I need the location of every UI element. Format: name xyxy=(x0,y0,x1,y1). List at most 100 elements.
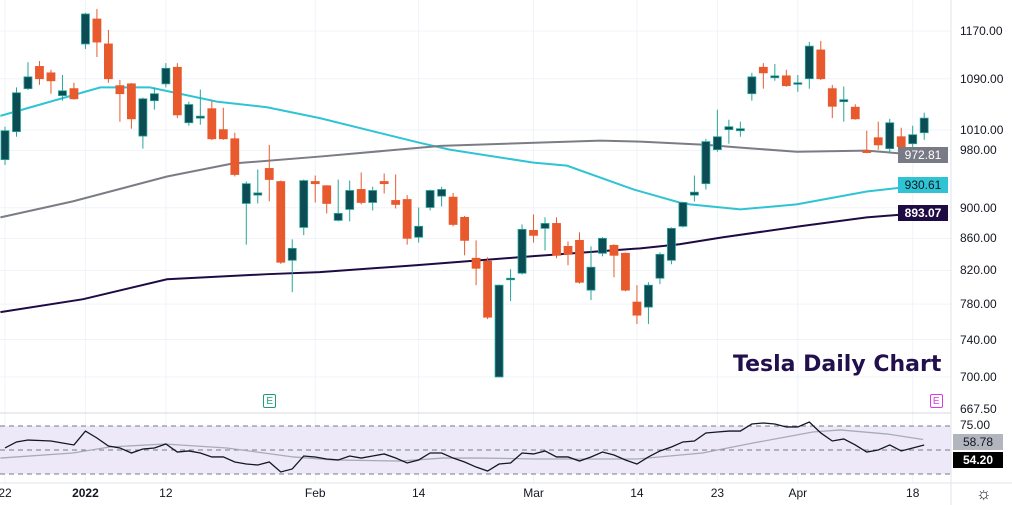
candle-body xyxy=(517,228,527,274)
candle-body xyxy=(586,266,596,291)
candle-body xyxy=(506,277,515,281)
candle-down xyxy=(529,214,538,243)
candle-down xyxy=(816,40,826,80)
candle-up xyxy=(184,101,194,126)
rsi-band-lines xyxy=(0,425,951,475)
candle-up xyxy=(23,62,33,90)
candle-body xyxy=(758,66,768,74)
candle-body xyxy=(793,82,803,85)
candle-up xyxy=(506,269,515,302)
candle-up xyxy=(253,169,263,204)
candle-body xyxy=(92,18,102,43)
date-tick-label: 14 xyxy=(411,486,426,500)
candle-body xyxy=(529,229,538,236)
candle-body xyxy=(23,76,33,90)
candle-body xyxy=(126,83,136,120)
candle-up xyxy=(919,112,929,140)
candle-body xyxy=(908,134,918,145)
candle-up xyxy=(724,119,734,144)
candle-body xyxy=(264,168,274,180)
ma-fast-last-badge: 930.61 xyxy=(898,177,948,193)
candle-down xyxy=(92,8,102,57)
candle-down xyxy=(552,217,561,259)
candle-body xyxy=(460,216,470,241)
candle-down xyxy=(483,257,492,320)
candle-up xyxy=(333,179,343,222)
candle-body xyxy=(540,223,550,229)
rsi-ma-line xyxy=(0,429,924,462)
candle-up xyxy=(747,72,757,101)
price-tick-label: 1090.00 xyxy=(960,71,1004,86)
earnings-marker-icon[interactable]: E xyxy=(263,394,277,408)
candle-body xyxy=(701,141,711,185)
candle-down xyxy=(126,83,136,129)
moving-averages xyxy=(0,86,924,314)
candle-body xyxy=(896,136,906,148)
candle-down xyxy=(827,84,837,119)
candle-body xyxy=(885,122,895,150)
candle-body xyxy=(310,181,320,185)
candle-up xyxy=(0,126,10,165)
candle-up xyxy=(690,175,699,202)
grid-lines xyxy=(0,0,951,483)
candles xyxy=(0,8,929,378)
candle-up xyxy=(494,284,504,378)
candle-up xyxy=(138,97,148,149)
moving-average-line xyxy=(0,211,924,314)
candle-body xyxy=(437,189,447,197)
candle-body xyxy=(333,213,343,221)
price-tick-label: 780.00 xyxy=(960,297,997,312)
candle-down xyxy=(781,69,791,87)
candle-body xyxy=(207,108,217,140)
candle-body xyxy=(850,106,860,120)
candle-down xyxy=(621,252,630,292)
candle-body xyxy=(425,190,435,208)
candle-down xyxy=(46,69,56,94)
candle-up xyxy=(241,181,251,245)
date-tick-label: 14 xyxy=(630,486,644,500)
candle-up xyxy=(644,282,653,325)
candle-up xyxy=(299,179,309,236)
candle-down xyxy=(264,144,274,202)
candle-down xyxy=(310,175,320,203)
candle-down xyxy=(115,79,125,122)
candle-down xyxy=(218,107,228,140)
candle-up xyxy=(58,75,67,101)
candle-body xyxy=(448,196,458,225)
candle-down xyxy=(460,215,470,256)
candle-body xyxy=(471,257,481,269)
candle-body xyxy=(299,180,309,228)
candle-body xyxy=(149,93,159,102)
candle-body xyxy=(391,200,401,205)
price-tick-label: 980.00 xyxy=(960,143,997,158)
candle-body xyxy=(621,252,630,291)
candle-down xyxy=(896,127,906,148)
candle-body xyxy=(735,128,745,132)
candle-body xyxy=(609,244,619,256)
moving-average-line xyxy=(0,139,924,219)
earnings-marker-icon[interactable]: E xyxy=(929,394,943,408)
candle-up xyxy=(712,109,722,152)
chart-title: Tesla Daily Chart xyxy=(733,352,942,377)
candle-body xyxy=(35,66,44,80)
settings-gear-icon[interactable]: ☼ xyxy=(976,484,992,503)
candle-body xyxy=(494,284,504,378)
candle-body xyxy=(104,43,113,80)
rsi-last-badge: 54.20 xyxy=(953,452,1003,468)
candle-body xyxy=(483,260,492,318)
candle-body xyxy=(816,49,826,80)
candle-up xyxy=(517,224,527,275)
candle-body xyxy=(287,247,297,261)
candle-up xyxy=(885,118,895,154)
candle-body xyxy=(276,181,286,263)
candle-down xyxy=(322,185,332,214)
candle-down xyxy=(563,241,573,266)
date-tick-label: Apr xyxy=(788,486,808,500)
candle-body xyxy=(218,129,228,140)
candle-down xyxy=(172,63,182,119)
candle-body xyxy=(655,253,665,279)
candle-up xyxy=(655,252,665,285)
date-tick-label: 12 xyxy=(159,486,173,500)
candle-up xyxy=(770,64,780,81)
